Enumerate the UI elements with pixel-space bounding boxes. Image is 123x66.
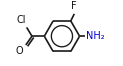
Text: Cl: Cl [16, 15, 26, 25]
Text: F: F [71, 1, 77, 11]
Text: NH₂: NH₂ [86, 31, 104, 41]
Text: O: O [15, 46, 23, 56]
